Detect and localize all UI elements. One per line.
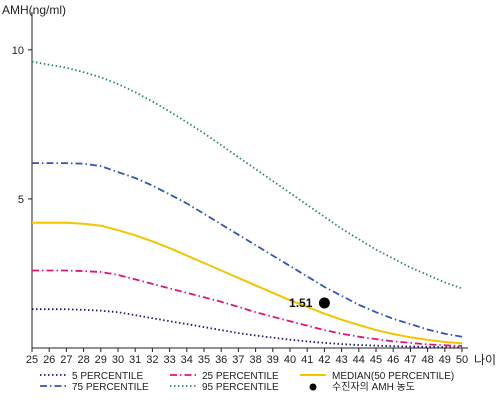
x-tick-label: 44 [353, 354, 365, 366]
series-line-75-percentile [32, 162, 463, 338]
x-tick-label: 47 [404, 354, 416, 366]
x-tick-label: 42 [318, 354, 330, 366]
legend-label: 95 PERCENTILE [202, 382, 279, 393]
x-tick-label: 27 [60, 354, 72, 366]
x-tick-label: 35 [198, 354, 210, 366]
x-tick-label: 46 [387, 354, 399, 366]
x-tick-label: 25 [26, 354, 38, 366]
legend: 5 PERCENTILE 25 PERCENTILE MEDIAN(50 PERCE… [40, 371, 454, 393]
series-layer [31, 60, 463, 349]
x-tick-label: 45 [370, 354, 382, 366]
legend-marker-swatch [309, 383, 317, 391]
patient-amh-value-label: 1.51 [289, 296, 313, 310]
y-tick-label: 10 [12, 45, 24, 57]
x-tick-label: 30 [112, 354, 124, 366]
x-tick-label: 40 [284, 354, 296, 366]
x-tick-label: 43 [335, 354, 347, 366]
legend-label: 25 PERCENTILE [202, 371, 279, 382]
x-axis-title: 나이 [474, 353, 496, 367]
x-tick-label: 36 [215, 354, 227, 366]
legend-label: 5 PERCENTILE [72, 371, 143, 382]
x-tick-label: 39 [267, 354, 279, 366]
legend-label: MEDIAN(50 PERCENTILE) [332, 371, 454, 382]
y-axis-title: AMH(ng/ml) [2, 3, 66, 17]
series-line-5-percentile [32, 308, 462, 349]
x-tick-label: 34 [181, 354, 193, 366]
marker-layer: 1.51 [289, 296, 330, 310]
legend-label: 75 PERCENTILE [72, 382, 149, 393]
x-tick-label: 49 [439, 354, 451, 366]
x-tick-label: 41 [301, 354, 313, 366]
ticks-layer: 25 26 27 28 29 30 31 32 33 34 35 36 37 38 39 40 41 42 43 44… [12, 45, 468, 366]
axes-layer: AMH(ng/ml) 나이 [2, 3, 496, 367]
x-tick-label: 33 [163, 354, 175, 366]
x-tick-label: 26 [43, 354, 55, 366]
x-tick-label: 29 [95, 354, 107, 366]
x-tick-label: 31 [129, 354, 141, 366]
x-tick-label: 32 [146, 354, 158, 366]
series-line-median-50-percentile [32, 221, 463, 345]
x-tick-label: 37 [232, 354, 244, 366]
x-tick-label: 28 [77, 354, 89, 366]
patient-amh-marker [318, 297, 330, 309]
x-tick-label: 48 [421, 354, 433, 366]
y-tick-label: 5 [18, 194, 24, 206]
legend-marker-label: 수진자의 AMH 농도 [332, 381, 415, 393]
series-line-95-percentile [31, 60, 463, 290]
x-tick-label: 50 [456, 354, 468, 366]
x-tick-label: 38 [249, 354, 261, 366]
series-line-25-percentile [32, 269, 463, 347]
